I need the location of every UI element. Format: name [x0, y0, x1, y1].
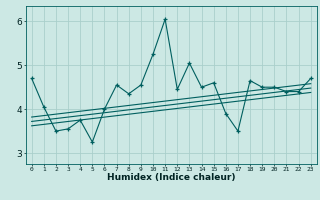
- X-axis label: Humidex (Indice chaleur): Humidex (Indice chaleur): [107, 173, 236, 182]
